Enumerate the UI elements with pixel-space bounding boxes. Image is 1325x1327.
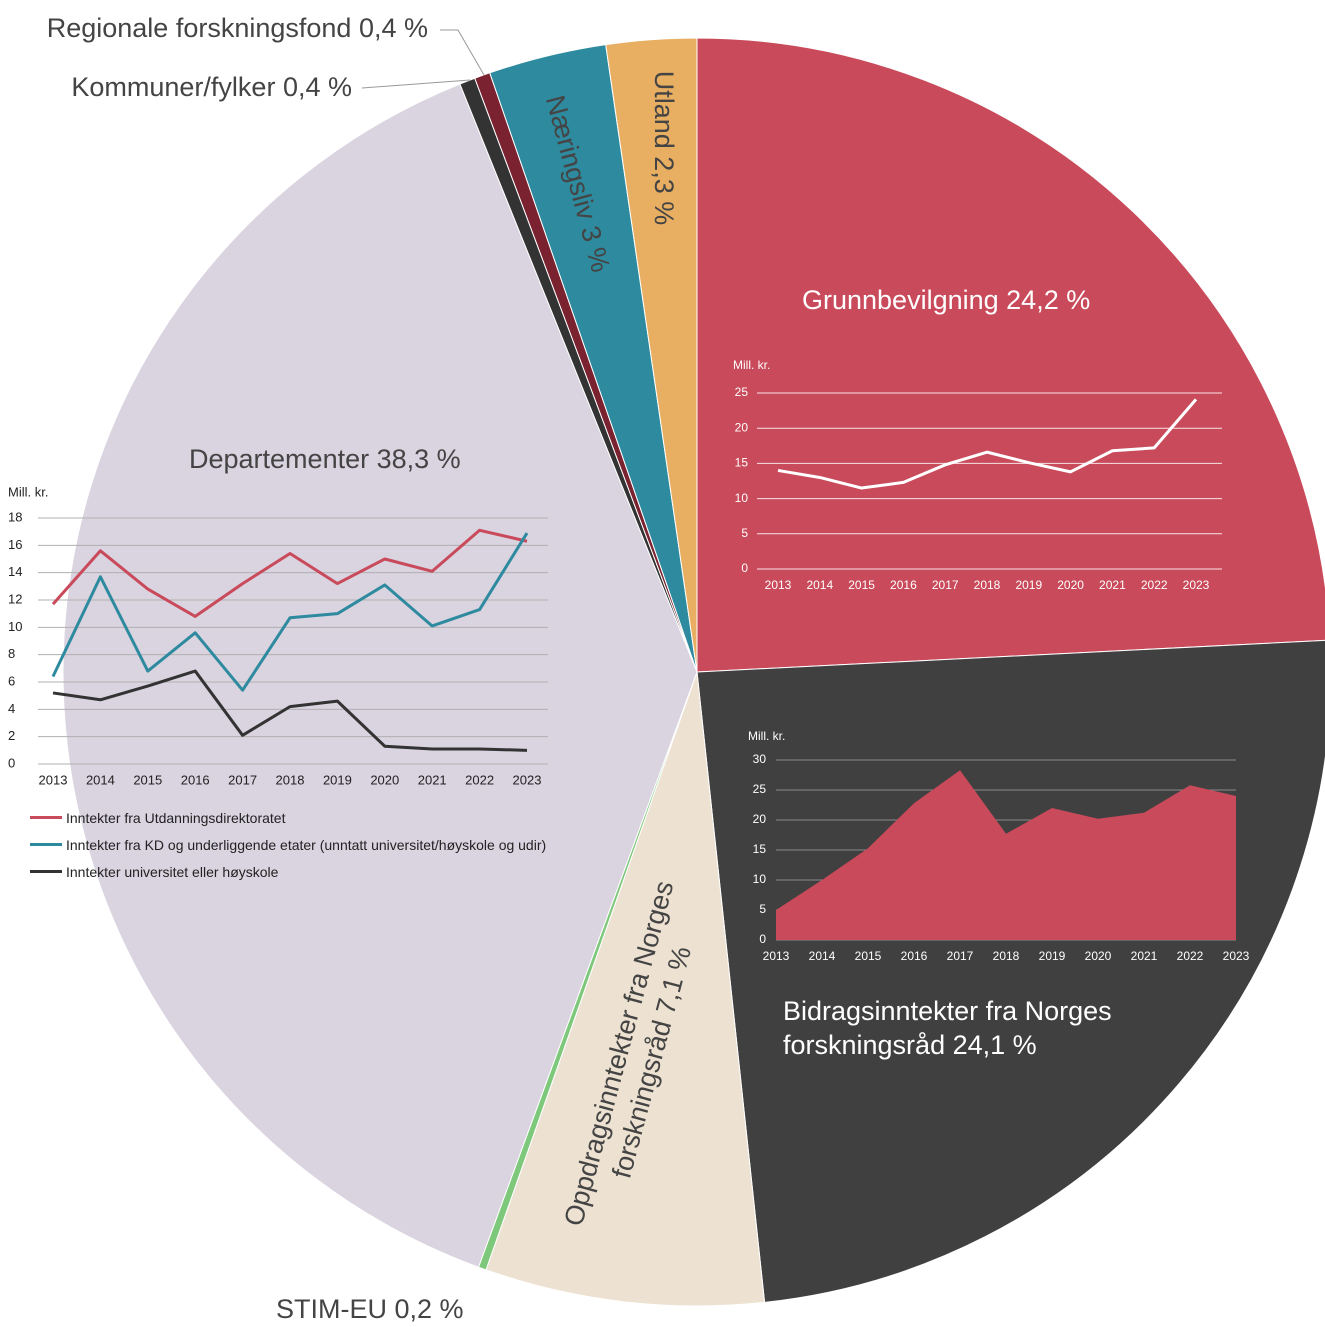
slice-label: Bidragsinntekter fra Norges forskningsrå…	[783, 996, 1112, 1060]
x-tick-label: 2022	[1177, 949, 1204, 963]
y-tick-label: 10	[735, 491, 749, 505]
slice-label: Departementer 38,3 %	[189, 444, 461, 474]
y-tick-label: 25	[753, 782, 767, 796]
y-tick-label: 18	[8, 509, 22, 524]
legend-item: Inntekter universitet eller høyskole	[30, 858, 546, 885]
y-tick-label: 20	[753, 812, 767, 826]
x-tick-label: 2014	[806, 578, 833, 592]
pie-slice	[696, 639, 1325, 1303]
x-tick-label: 2019	[1015, 578, 1042, 592]
y-tick-label: 2	[8, 728, 15, 743]
x-tick-label: 2015	[855, 949, 882, 963]
x-tick-label: 2019	[1039, 949, 1066, 963]
x-tick-label: 2016	[901, 949, 928, 963]
legend-item: Inntekter fra Utdanningsdirektoratet	[30, 804, 546, 831]
x-tick-label: 2014	[809, 949, 836, 963]
x-tick-label: 2023	[513, 772, 542, 787]
y-tick-label: 5	[759, 902, 766, 916]
x-tick-label: 2015	[848, 578, 875, 592]
y-axis-label: Mill. kr.	[733, 358, 770, 372]
inset-chart: Mill. kr. 0 2 4 6 8 10 12 14 16 18 2013 2014 2015 2016…	[8, 484, 548, 787]
legend-swatch	[30, 816, 62, 819]
inset-chart: Mill. kr. 0 5 10 15 20 25 30 2013 2014 2015 2016 201…	[748, 729, 1250, 963]
x-tick-label: 2019	[323, 772, 352, 787]
x-tick-label: 2021	[1131, 949, 1158, 963]
x-tick-label: 2020	[1057, 578, 1084, 592]
y-tick-label: 12	[8, 591, 22, 606]
pie-slice	[485, 671, 766, 1307]
legend-swatch	[30, 843, 62, 846]
x-tick-label: 2021	[1099, 578, 1126, 592]
x-tick-label: 2017	[228, 772, 257, 787]
x-tick-label: 2020	[1085, 949, 1112, 963]
legend-label: Inntekter universitet eller høyskole	[66, 863, 279, 880]
x-tick-label: 2018	[974, 578, 1001, 592]
y-axis-label: Mill. kr.	[748, 729, 785, 743]
x-tick-label: 2017	[947, 949, 974, 963]
legend: Inntekter fra Utdanningsdirektoratet Innt…	[30, 804, 546, 885]
leader-line	[361, 79, 471, 89]
legend-label: Inntekter fra KD og underliggende etater…	[66, 836, 547, 853]
x-tick-label: 2013	[765, 578, 792, 592]
y-tick-label: 25	[735, 385, 749, 399]
y-tick-label: 8	[8, 646, 15, 661]
y-tick-label: 4	[8, 701, 15, 716]
y-tick-label: 0	[741, 561, 748, 575]
x-tick-label: 2016	[181, 772, 210, 787]
pie-slice	[605, 37, 698, 673]
slice-label: Regionale forskningsfond 0,4 %	[46, 13, 428, 43]
legend-swatch	[30, 870, 62, 873]
y-tick-label: 14	[8, 564, 22, 579]
y-tick-label: 15	[753, 842, 767, 856]
pie	[62, 37, 1325, 1307]
y-tick-label: 30	[753, 752, 767, 766]
slice-label: Kommuner/fylker 0,4 %	[71, 72, 352, 102]
y-tick-label: 0	[759, 932, 766, 946]
legend-label: Inntekter fra Utdanningsdirektoratet	[66, 809, 286, 826]
x-tick-label: 2022	[465, 772, 494, 787]
y-tick-label: 20	[735, 420, 749, 434]
x-tick-label: 2020	[370, 772, 399, 787]
slice-label: Utland 2,3 %	[648, 70, 679, 226]
line	[777, 398, 1198, 490]
leader-line	[440, 29, 485, 76]
legend-item: Inntekter fra KD og underliggende etater…	[30, 831, 546, 858]
x-tick-label: 2018	[993, 949, 1020, 963]
x-tick-label: 2016	[890, 578, 917, 592]
slice-label: Grunnbevilgning 24,2 %	[802, 285, 1091, 315]
y-tick-label: 16	[8, 537, 22, 552]
x-tick-label: 2023	[1223, 949, 1250, 963]
x-tick-label: 2013	[763, 949, 790, 963]
y-tick-label: 10	[753, 872, 767, 886]
line	[51, 532, 529, 692]
y-axis-label: Mill. kr.	[8, 484, 48, 499]
x-tick-label: 2017	[932, 578, 959, 592]
y-tick-label: 5	[741, 526, 748, 540]
pie-slice	[696, 37, 1325, 673]
x-tick-label: 2023	[1183, 578, 1210, 592]
y-tick-label: 15	[735, 456, 749, 470]
y-tick-label: 6	[8, 673, 15, 688]
x-tick-label: 2021	[418, 772, 447, 787]
y-tick-label: 10	[8, 619, 22, 634]
x-tick-label: 2013	[39, 772, 68, 787]
line	[51, 528, 528, 618]
slice-label: STIM-EU 0,2 %	[276, 1294, 464, 1324]
line	[52, 669, 528, 752]
x-tick-label: 2015	[133, 772, 162, 787]
x-tick-label: 2014	[86, 772, 115, 787]
area	[776, 770, 1236, 940]
y-tick-label: 0	[8, 755, 15, 770]
x-tick-label: 2018	[276, 772, 305, 787]
inset-chart: Mill. kr. 0 5 10 15 20 25 2013 2014 2015 2016 2017 2…	[733, 358, 1222, 592]
x-tick-label: 2022	[1141, 578, 1168, 592]
